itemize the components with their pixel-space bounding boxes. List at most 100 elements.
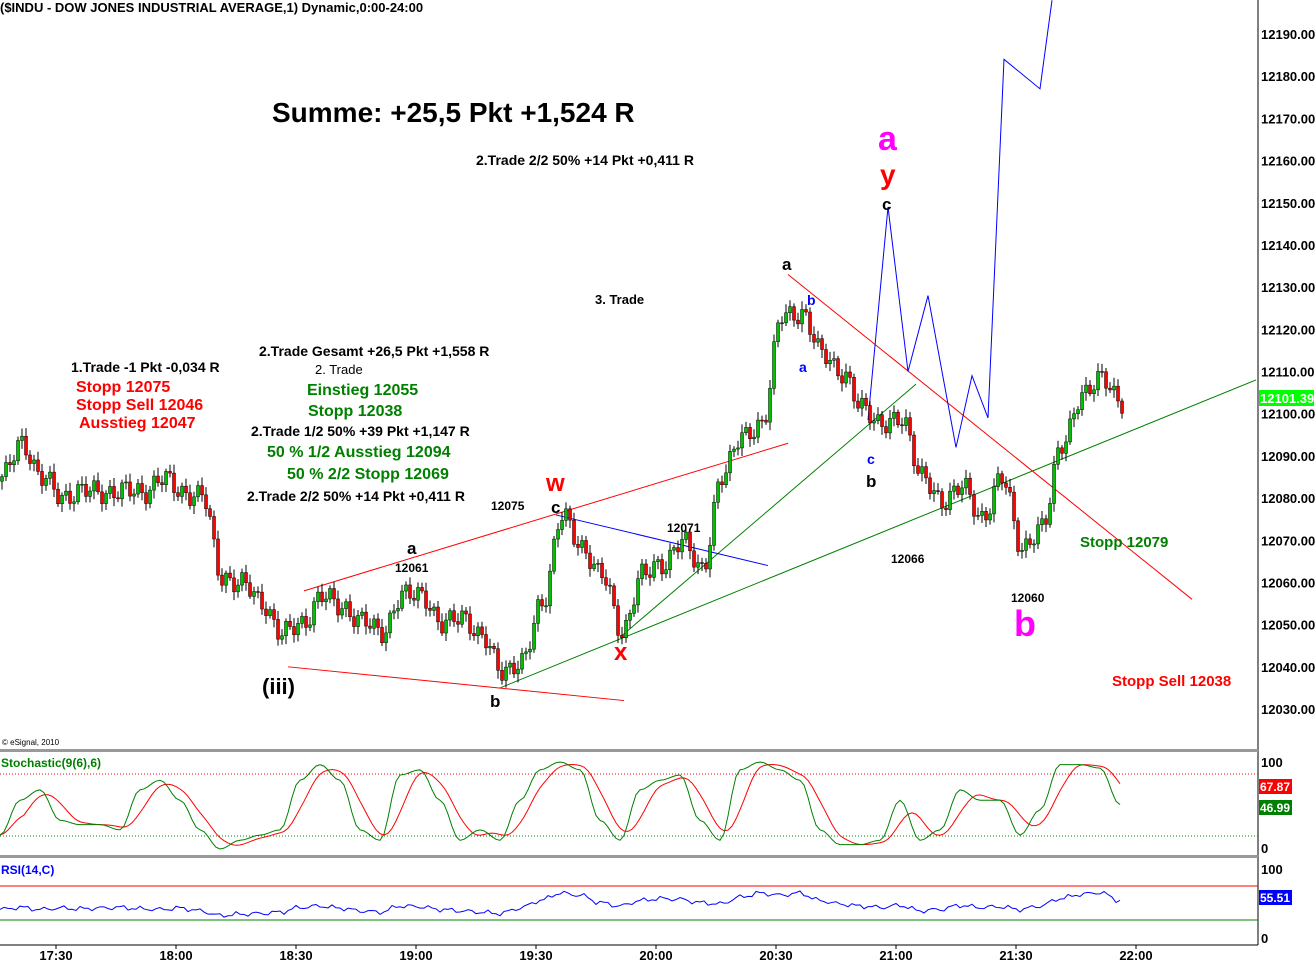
candle-up <box>860 397 864 409</box>
candle-up <box>680 539 684 553</box>
price-tick-label: 12190.00 <box>1261 27 1315 42</box>
candle-down <box>472 633 476 637</box>
candle-up <box>240 572 244 586</box>
candle-up <box>432 606 436 611</box>
panel-divider <box>0 855 1258 858</box>
candle-up <box>196 485 200 498</box>
candle-down <box>936 490 940 492</box>
candle-up <box>328 588 332 600</box>
candle-down <box>228 572 232 579</box>
candle-down <box>780 322 784 325</box>
wave-label: c <box>882 195 891 214</box>
price-tick-label: 12110.00 <box>1261 365 1315 380</box>
candle-up <box>308 624 312 628</box>
price-label: 12061 <box>395 561 429 575</box>
price-tick-label: 12070.00 <box>1261 533 1315 548</box>
candle-up <box>356 615 360 627</box>
candle-down <box>408 584 412 599</box>
candle-down <box>184 485 188 494</box>
candle-up <box>384 632 388 644</box>
trade-note: 3. Trade <box>595 292 644 307</box>
candle-down <box>332 588 336 600</box>
candle-down <box>156 475 160 483</box>
candle-down <box>484 634 488 649</box>
candle-down <box>568 508 572 521</box>
candle-up <box>1112 385 1116 391</box>
candle-down <box>760 419 764 422</box>
candle-down <box>928 477 932 494</box>
candle-up <box>0 476 4 482</box>
candle-up <box>596 563 600 565</box>
candle-up <box>732 448 736 452</box>
price-tick-label: 12130.00 <box>1261 280 1315 295</box>
stop-note: Stopp Sell 12038 <box>1112 673 1231 690</box>
lower-red-trendline <box>287 666 625 702</box>
candle-down <box>1104 371 1108 389</box>
candle-up <box>708 545 712 570</box>
candle-down <box>576 544 580 548</box>
candle-up <box>48 471 52 479</box>
candle-up <box>460 610 464 625</box>
candle-down <box>748 427 752 440</box>
candle-up <box>488 646 492 649</box>
candle-down <box>864 397 868 406</box>
candle-down <box>28 454 32 464</box>
candle-up <box>960 487 964 495</box>
candle-up <box>508 662 512 668</box>
candle-down <box>1028 538 1032 545</box>
candle-down <box>924 466 928 479</box>
candle-up <box>636 578 640 606</box>
candle-down <box>244 572 248 583</box>
candle-down <box>792 306 796 321</box>
candle-down <box>140 483 144 493</box>
candle-up <box>152 475 156 491</box>
candle-down <box>584 540 588 554</box>
rsi-line <box>0 890 1121 918</box>
candle-up <box>672 547 676 551</box>
candle-down <box>692 550 696 568</box>
candle-down <box>704 563 708 570</box>
candle-up <box>656 559 660 562</box>
candle-up <box>784 312 788 324</box>
candles <box>0 300 1124 688</box>
candle-down <box>276 619 280 640</box>
candle-down <box>1108 387 1112 391</box>
candle-up <box>92 480 96 492</box>
candle-up <box>148 489 152 504</box>
candle-up <box>400 590 404 609</box>
candle-up <box>4 462 8 477</box>
candle-down <box>468 613 472 634</box>
candle-down <box>1008 487 1012 493</box>
summe-label: Summe: +25,5 Pkt +1,524 R <box>272 97 635 128</box>
candle-up <box>316 591 320 602</box>
wave-label: c <box>551 498 560 517</box>
candle-up <box>564 508 568 521</box>
candle-down <box>348 601 352 618</box>
candle-down <box>248 582 252 597</box>
candle-down <box>176 492 180 497</box>
candle-up <box>728 451 732 474</box>
candle-up <box>580 540 584 548</box>
candle-up <box>88 490 92 497</box>
time-tick-label: 20:30 <box>759 948 792 963</box>
candle-up <box>640 563 644 579</box>
candle-up <box>920 466 924 474</box>
candle-up <box>532 623 536 650</box>
candle-up <box>416 587 420 601</box>
candle-up <box>296 623 300 636</box>
blue-projection <box>867 0 1053 448</box>
price-tick-label: 12100.00 <box>1261 407 1315 422</box>
candle-down <box>264 608 268 616</box>
candle-down <box>824 349 828 364</box>
wave-label: (iii) <box>262 674 295 699</box>
candle-down <box>272 609 276 620</box>
candle-down <box>40 471 44 486</box>
time-tick-label: 17:30 <box>39 948 72 963</box>
stoch-k-value: 46.99 <box>1260 801 1290 815</box>
candle-up <box>444 619 448 634</box>
candle-up <box>104 493 108 504</box>
candle-up <box>388 612 392 634</box>
candle-up <box>556 529 560 540</box>
